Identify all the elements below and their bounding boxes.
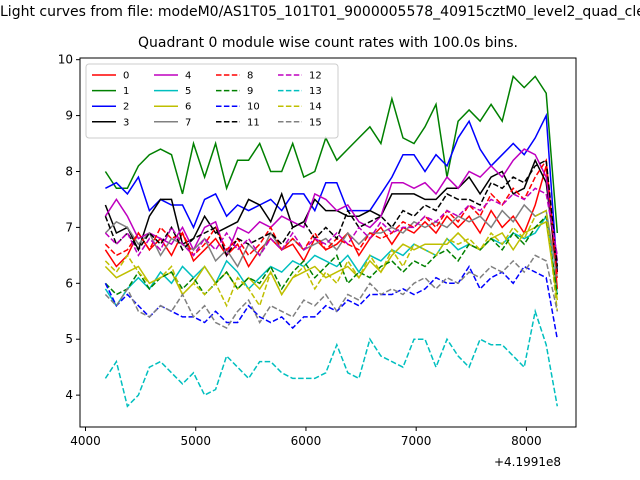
- series-line-13: [104, 308, 559, 408]
- legend-label-2: 2: [123, 102, 129, 113]
- figure-suptitle-text: Light curves from file: modeM0/AS1T05_10…: [0, 4, 640, 20]
- legend-label-15: 15: [309, 117, 322, 128]
- legend-label-7: 7: [185, 117, 191, 128]
- series-line-14: [104, 209, 559, 312]
- legend-label-5: 5: [185, 86, 191, 97]
- series-line-4: [104, 148, 559, 261]
- legend-label-6: 6: [185, 102, 191, 113]
- series-line-8: [104, 158, 559, 278]
- legend-box: [85, 63, 339, 139]
- legend-label-9: 9: [247, 86, 253, 97]
- legend-label-10: 10: [247, 102, 260, 113]
- legend-label-1: 1: [123, 86, 129, 97]
- x-offset-label: +4.1991e8: [494, 455, 561, 469]
- x-tick-label: 5000: [180, 434, 211, 448]
- plot-lines: [104, 74, 559, 408]
- figure-suptitle: Light curves from file: modeM0/AS1T05_10…: [0, 4, 640, 20]
- y-tick-label: 9: [65, 109, 73, 123]
- legend-label-3: 3: [123, 117, 129, 128]
- legend-label-11: 11: [247, 117, 260, 128]
- x-tick-label: 8000: [511, 434, 542, 448]
- y-axis: 4 5 6 7 8 9 10: [58, 53, 80, 402]
- y-tick-label: 5: [65, 332, 73, 346]
- axes-frame: [79, 57, 577, 428]
- x-axis: 4000 5000 6000 7000 8000: [70, 427, 542, 448]
- x-tick-label: 6000: [291, 434, 322, 448]
- y-tick-label: 4: [65, 388, 73, 402]
- series-line-2: [105, 112, 559, 273]
- series-line-11: [104, 159, 559, 267]
- legend-label-13: 13: [309, 86, 322, 97]
- legend-label-14: 14: [309, 102, 322, 113]
- legend-label-4: 4: [185, 71, 191, 82]
- series-line-3: [104, 158, 559, 273]
- x-tick-label: 4000: [70, 434, 101, 448]
- series-line-10: [104, 264, 559, 340]
- y-tick-label: 10: [58, 53, 73, 67]
- legend-label-8: 8: [247, 71, 253, 82]
- legend-label-12: 12: [309, 71, 322, 82]
- series-line-1: [104, 74, 559, 234]
- legend-label-0: 0: [123, 71, 129, 82]
- y-tick-label: 7: [65, 220, 73, 234]
- series-line-9: [104, 214, 559, 296]
- x-tick-label: 7000: [401, 434, 432, 448]
- y-tick-label: 8: [65, 164, 73, 178]
- series-line-15: [104, 254, 559, 329]
- series-line-12: [104, 187, 559, 257]
- chart-title: Quadrant 0 module wise count rates with …: [138, 35, 518, 51]
- y-tick-label: 6: [65, 276, 73, 290]
